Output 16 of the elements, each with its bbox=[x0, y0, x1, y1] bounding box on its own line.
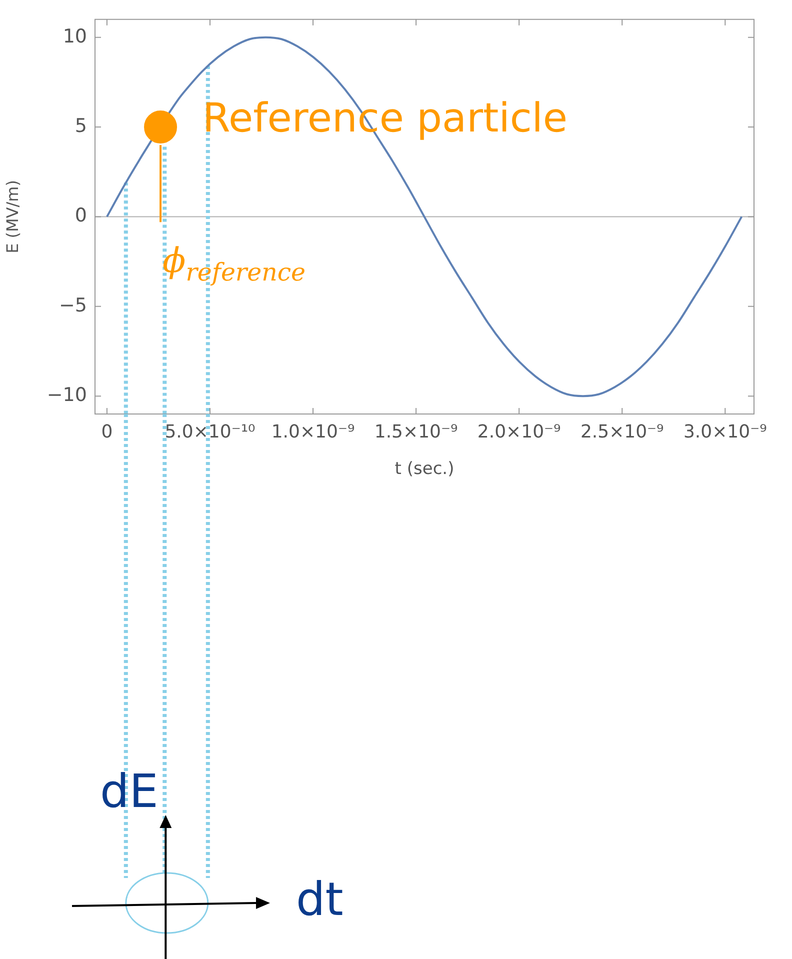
y-tick-label: 0 bbox=[74, 204, 87, 227]
x-axis-title: t (sec.) bbox=[394, 459, 454, 480]
text: dE bbox=[100, 764, 158, 818]
y-tick-label: −5 bbox=[58, 294, 87, 316]
x-tick-label: 2.5×10⁻⁹ bbox=[580, 421, 664, 442]
x-tick-label: 1.5×10⁻⁹ bbox=[374, 421, 458, 442]
x-tick-label: 5.0×10⁻¹⁰ bbox=[164, 421, 256, 442]
y-tick-label: 10 bbox=[62, 25, 87, 48]
x-tick-label: 0 bbox=[101, 421, 113, 442]
y-tick-label: 5 bbox=[74, 114, 87, 137]
x-tick-label: 3.0×10⁻⁹ bbox=[683, 421, 767, 442]
y-tick-label: −10 bbox=[46, 384, 87, 406]
y-axis-title: E (MV/m) bbox=[2, 180, 22, 254]
x-tick-label: 1.0×10⁻⁹ bbox=[271, 421, 355, 442]
text: dt bbox=[296, 872, 344, 926]
x-tick-label: 2.0×10⁻⁹ bbox=[477, 421, 561, 442]
